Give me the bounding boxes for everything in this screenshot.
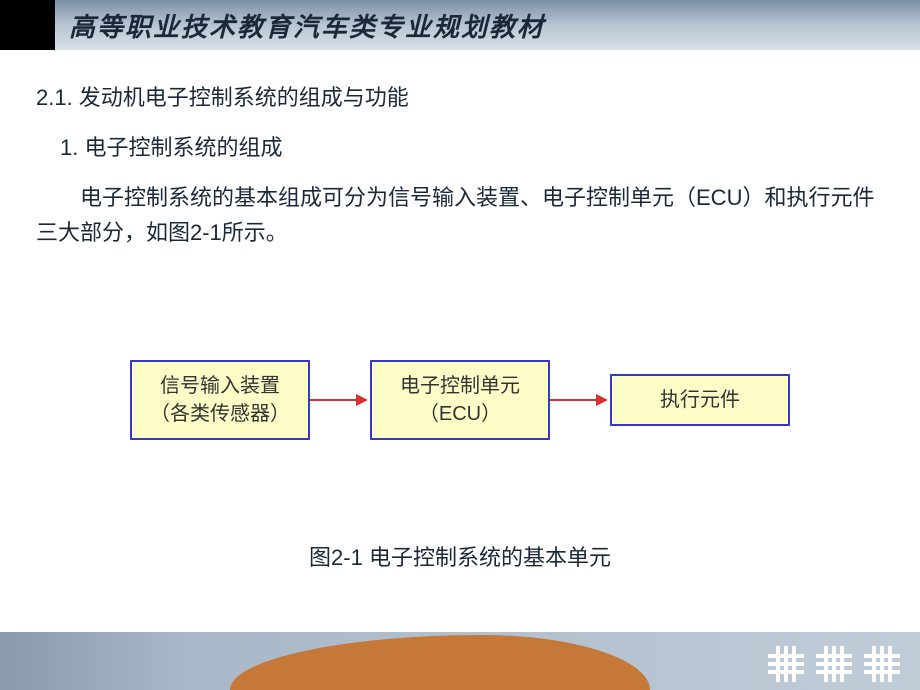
diagram-node-input: 信号输入装置 （各类传感器） — [130, 360, 310, 440]
snowflake-icon — [864, 646, 900, 682]
node-line1: 电子控制单元 — [390, 372, 530, 400]
arrow-1 — [310, 399, 370, 401]
header-title: 高等职业技术教育汽车类专业规划教材 — [69, 7, 545, 44]
bottom-decorative-strip — [0, 632, 920, 690]
diagram-node-ecu: 电子控制单元 （ECU） — [370, 360, 550, 440]
snowflake-icon — [816, 646, 852, 682]
node-line2: （ECU） — [390, 400, 530, 428]
content-area: 2.1. 发动机电子控制系统的组成与功能 1. 电子控制系统的组成 电子控制系统… — [0, 50, 920, 572]
arrow-2 — [550, 399, 610, 401]
flowchart-diagram: 信号输入装置 （各类传感器） 电子控制单元 （ECU） 执行元件 — [36, 360, 884, 440]
subsection-title: 1. 电子控制系统的组成 — [60, 130, 884, 162]
node-line2: （各类传感器） — [150, 400, 290, 428]
snowflake-icon — [768, 646, 804, 682]
arrow-line-icon — [550, 399, 600, 401]
node-line1: 执行元件 — [630, 386, 770, 414]
node-line1: 信号输入装置 — [150, 372, 290, 400]
arrow-head-icon — [356, 394, 368, 406]
arrow-head-icon — [596, 394, 608, 406]
figure-caption: 图2-1 电子控制系统的基本单元 — [36, 540, 884, 572]
arrow-line-icon — [310, 399, 360, 401]
header-band: 高等职业技术教育汽车类专业规划教材 — [0, 0, 920, 50]
snowflake-pattern — [768, 646, 900, 682]
body-text: 电子控制系统的基本组成可分为信号输入装置、电子控制单元（ECU）和执行元件三大部… — [36, 180, 884, 250]
header-black-block — [0, 0, 55, 50]
orange-accent-shape — [230, 635, 650, 690]
diagram-node-actuator: 执行元件 — [610, 374, 790, 426]
section-title: 2.1. 发动机电子控制系统的组成与功能 — [36, 80, 884, 112]
